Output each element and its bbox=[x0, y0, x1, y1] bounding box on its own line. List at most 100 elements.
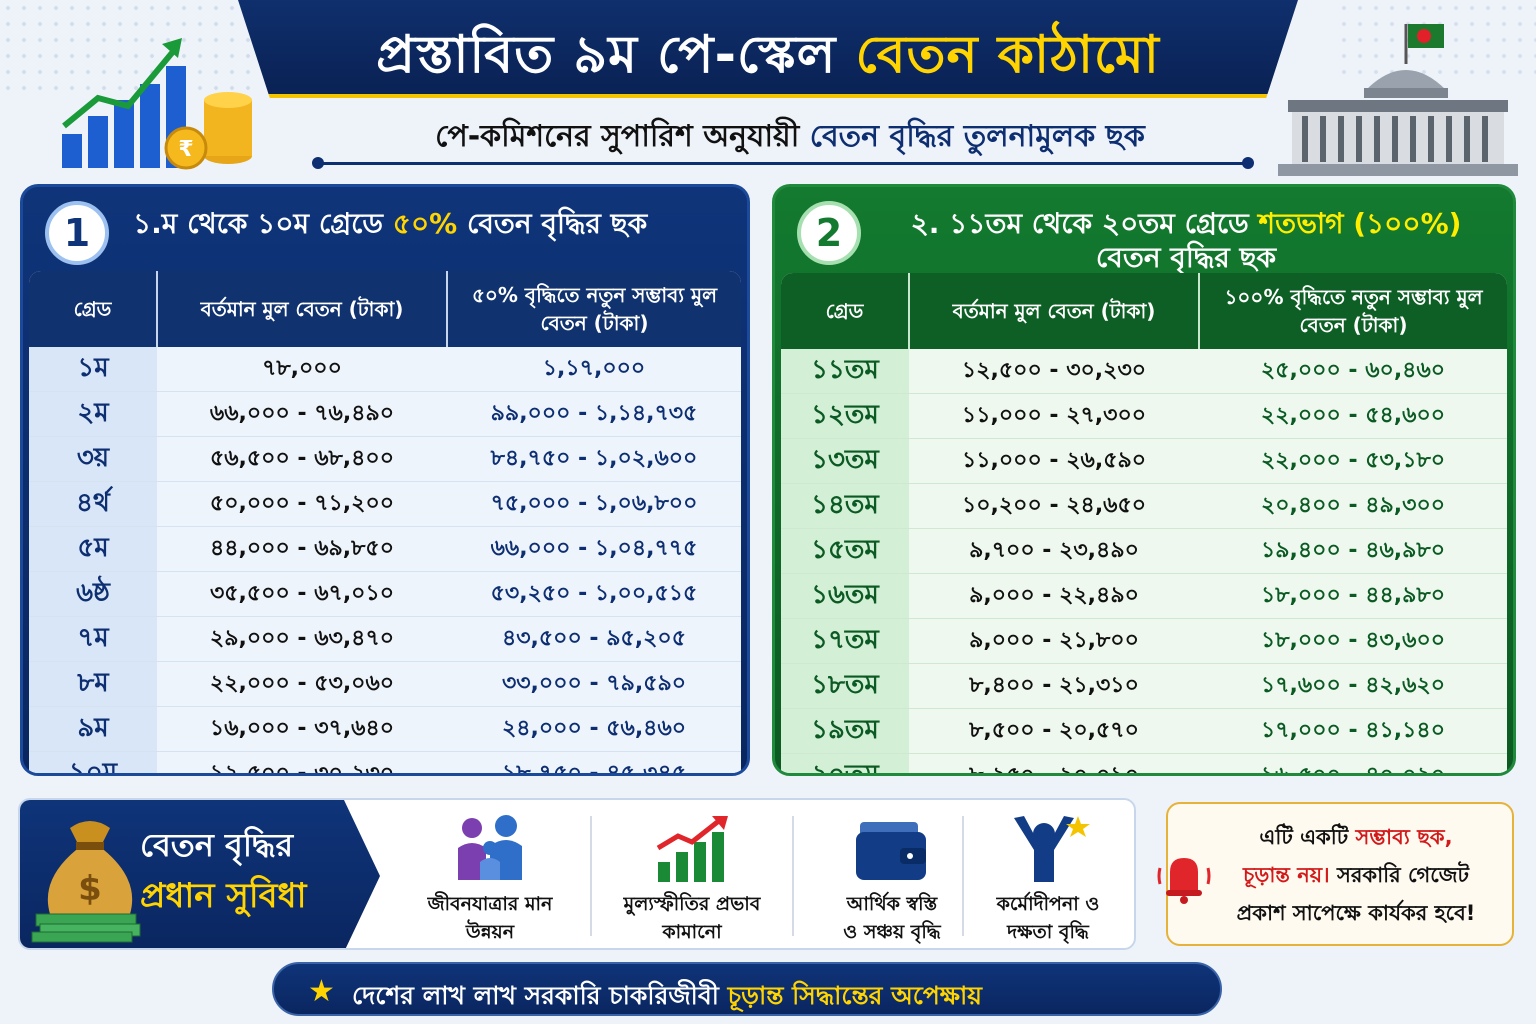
table-header-row: গ্রেড বর্তমান মুল বেতন (টাকা) ৫০% বৃদ্ধি… bbox=[29, 271, 741, 347]
footer-text-highlight: চূড়ান্ত সিদ্ধান্তের অপেক্ষায় bbox=[727, 981, 983, 1010]
new-salary-cell: ১,১৭,০০০ bbox=[447, 347, 741, 392]
current-salary-cell: ৯,০০০ - ২১,৮০০ bbox=[909, 618, 1199, 664]
benefit-label-line1: কর্মোদীপনা ও bbox=[996, 893, 1100, 915]
new-salary-cell: ২৫,০০০ - ৬০,৪৬০ bbox=[1199, 349, 1507, 394]
growth-chart-icon bbox=[656, 816, 728, 882]
panel2-title-highlight: শতভাগ (১০০%) bbox=[1258, 207, 1462, 240]
title-banner: প্রস্তাবিত ৯ম পে-স্কেল বেতন কাঠামো bbox=[238, 0, 1298, 98]
divider bbox=[792, 816, 794, 936]
table-row: ৯ম ১৬,০০০ - ৩৭,৬৪০ ২৪,০০০ - ৫৬,৪৬০ bbox=[29, 706, 741, 752]
table-row: ১৯তম ৮,৫০০ - ২০,৫৭০ ১৭,০০০ - ৪১,১৪০ bbox=[781, 708, 1507, 754]
note-line2-red: চূড়ান্ত নয়। bbox=[1243, 863, 1330, 887]
new-salary-cell: ১৮,০০০ - ৪৪,৯৮০ bbox=[1199, 573, 1507, 619]
panel-grade-11-20: 2 ২. ১১তম থেকে ২০তম গ্রেডে শতভাগ (১০০%) … bbox=[772, 184, 1516, 776]
table-row: ১৫তম ৯,৭০০ - ২৩,৪৯০ ১৯,৪০০ - ৪৬,৯৮০ bbox=[781, 528, 1507, 574]
new-salary-cell: ১৯,৪০০ - ৪৬,৯৮০ bbox=[1199, 528, 1507, 574]
footer-banner: ★ দেশের লাখ লাখ সরকারি চাকরিজীবী চূড়ান্… bbox=[272, 962, 1222, 1016]
note-line1-a: এটি একটি bbox=[1259, 825, 1349, 849]
panel1-table: গ্রেড বর্তমান মুল বেতন (টাকা) ৫০% বৃদ্ধি… bbox=[29, 271, 741, 773]
table-row: ১২তম ১১,০০০ - ২৭,৩০০ ২২,০০০ - ৫৪,৬০০ bbox=[781, 393, 1507, 439]
col-header-current: বর্তমান মুল বেতন (টাকা) bbox=[157, 271, 448, 347]
benefit-item: জীবনযাত্রার মান উন্নয়ন bbox=[392, 810, 588, 943]
grade-cell: ৯ম bbox=[29, 706, 157, 752]
benefit-label-line1: জীবনযাত্রার মান bbox=[427, 893, 553, 915]
panel1-header: 1 ১.ম থেকে ১০ম গ্রেডে ৫০% বেতন বৃদ্ধির ছ… bbox=[23, 187, 747, 271]
table-row: ১৮তম ৮,৪০০ - ২১,৩১০ ১৭,৬০০ - ৪২,৬২০ bbox=[781, 663, 1507, 709]
current-salary-cell: ১২,৫০০ - ৩০,২৩০ bbox=[157, 751, 447, 773]
subtitle-main: পে-কমিশনের সুপারিশ অনুযায়ী bbox=[435, 119, 800, 154]
subtitle: পে-কমিশনের সুপারিশ অনুযায়ী বেতন বৃদ্ধির… bbox=[320, 112, 1260, 163]
benefit-label-line2: কামানো bbox=[662, 921, 722, 943]
new-salary-cell: ২০,৪০০ - ৪৯,৩০০ bbox=[1199, 483, 1507, 529]
new-salary-cell: ১৭,৬০০ - ৪২,৬২০ bbox=[1199, 663, 1507, 709]
table-header-row: গ্রেড বর্তমান মুল বেতন (টাকা) ১০০% বৃদ্ধ… bbox=[781, 273, 1507, 349]
wallet-icon bbox=[856, 822, 926, 880]
grade-cell: ৮ম bbox=[29, 661, 157, 707]
new-salary-cell: ২২,০০০ - ৫৩,১৮০ bbox=[1199, 438, 1507, 484]
svg-text:₹: ₹ bbox=[178, 137, 193, 162]
panel1-title: ১.ম থেকে ১০ম গ্রেডে ৫০% বেতন বৃদ্ধির ছক bbox=[133, 207, 731, 241]
note-line1-red: সম্ভাব্য ছক, bbox=[1355, 825, 1453, 849]
grade-cell: ৪র্থ bbox=[29, 481, 157, 527]
panel-grade-1-10: 1 ১.ম থেকে ১০ম গ্রেডে ৫০% বেতন বৃদ্ধির ছ… bbox=[20, 184, 750, 776]
growth-bars-icon: ₹ bbox=[62, 38, 252, 170]
col-header-current: বর্তমান মুল বেতন (টাকা) bbox=[909, 273, 1200, 349]
benefit-label-line2: উন্নয়ন bbox=[465, 921, 515, 943]
current-salary-cell: ৪৪,০০০ - ৬৯,৮৫০ bbox=[157, 526, 447, 572]
current-salary-cell: ১১,০০০ - ২৬,৫৯০ bbox=[909, 438, 1199, 484]
grade-cell: ১৮তম bbox=[781, 663, 909, 709]
panel2-number-badge: 2 bbox=[797, 201, 861, 265]
col-header-grade: গ্রেড bbox=[781, 273, 910, 349]
current-salary-cell: ১০,২০০ - ২৪,৬৫০ bbox=[909, 483, 1199, 529]
footer-text: দেশের লাখ লাখ সরকারি চাকরিজীবী চূড়ান্ত … bbox=[352, 976, 1200, 1019]
current-salary-cell: ৭৮,০০০ bbox=[157, 347, 447, 392]
benefits-header: $ বেতন বৃদ্ধির প্রধান সুবিধা bbox=[20, 800, 380, 948]
benefit-label-line1: আর্থিক স্বস্তি bbox=[846, 893, 938, 915]
current-salary-cell: ১১,০০০ - ২৭,৩০০ bbox=[909, 393, 1199, 439]
new-salary-cell: ৭৫,০০০ - ১,০৬,৮০০ bbox=[447, 481, 741, 527]
table-row: ১ম ৭৮,০০০ ১,১৭,০০০ bbox=[29, 347, 741, 392]
footer-text-a: দেশের লাখ লাখ সরকারি চাকরিজীবী bbox=[352, 981, 719, 1010]
svg-text:$: $ bbox=[78, 869, 102, 909]
benefit-item: মুল্যস্ফীতির প্রভাব কামানো bbox=[594, 810, 790, 943]
table-row: ১৬তম ৯,০০০ - ২২,৪৯০ ১৮,০০০ - ৪৪,৯৮০ bbox=[781, 573, 1507, 619]
col-header-new: ১০০% বৃদ্ধিতে নতুন সম্ভাব্য মুল বেতন (টা… bbox=[1199, 273, 1507, 349]
benefit-item: আর্থিক স্বস্তি ও সঞ্চয় বৃদ্ধি bbox=[794, 810, 990, 943]
benefit-label-line2: দক্ষতা বৃদ্ধি bbox=[1007, 921, 1089, 943]
title-main: প্রস্তাবিত ৯ম পে-স্কেল bbox=[376, 25, 837, 85]
new-salary-cell: ২৪,০০০ - ৫৬,৪৬০ bbox=[447, 706, 741, 752]
new-salary-cell: ১৬,৫০০ - ৪০,০২০ bbox=[1199, 753, 1507, 773]
current-salary-cell: ৯,৭০০ - ২৩,৪৯০ bbox=[909, 528, 1199, 574]
panel1-title-highlight: ৫০% bbox=[392, 207, 458, 240]
panel1-title-b: বেতন বৃদ্ধির ছক bbox=[466, 207, 648, 240]
grade-cell: ২ম bbox=[29, 391, 157, 437]
new-salary-cell: ৫৩,২৫০ - ১,০০,৫১৫ bbox=[447, 571, 741, 617]
title-highlight: বেতন কাঠামো bbox=[855, 25, 1160, 85]
disclaimer-note: এটি একটি সম্ভাব্য ছক, চূড়ান্ত নয়। সরকা… bbox=[1157, 802, 1514, 946]
new-salary-cell: ৮৪,৭৫০ - ১,০২,৬০০ bbox=[447, 436, 741, 482]
panel1-number-badge: 1 bbox=[45, 201, 109, 265]
grade-cell: ১২তম bbox=[781, 393, 909, 439]
note-line2-b: সরকারি গেজেট bbox=[1336, 863, 1469, 887]
new-salary-cell: ৯৯,০০০ - ১,১৪,৭৩৫ bbox=[447, 391, 741, 437]
panel1-title-a: ১.ম থেকে ১০ম গ্রেডে bbox=[133, 207, 384, 240]
grade-cell: ১৯তম bbox=[781, 708, 909, 754]
panel2-table: গ্রেড বর্তমান মুল বেতন (টাকা) ১০০% বৃদ্ধ… bbox=[781, 273, 1507, 773]
background-dots bbox=[0, 0, 260, 90]
grade-cell: ১৫তম bbox=[781, 528, 909, 574]
new-salary-cell: ৩৩,০০০ - ৭৯,৫৯০ bbox=[447, 661, 741, 707]
current-salary-cell: ৫৬,৫০০ - ৬৮,৪০০ bbox=[157, 436, 447, 482]
table-row: ২০তম ৮,২৫০ - ২০,০১০ ১৬,৫০০ - ৪০,০২০ bbox=[781, 753, 1507, 773]
achiever-icon bbox=[1014, 816, 1090, 882]
benefit-label-line2: ও সঞ্চয় বৃদ্ধি bbox=[843, 921, 941, 943]
grade-cell: ১০ম bbox=[29, 751, 157, 773]
current-salary-cell: ৯,০০০ - ২২,৪৯০ bbox=[909, 573, 1199, 619]
panel2-title-b: বেতন বৃদ্ধির ছক bbox=[1095, 241, 1277, 274]
disclaimer-text: এটি একটি সম্ভাব্য ছক, চূড়ান্ত নয়। সরকা… bbox=[1208, 818, 1504, 932]
grade-cell: ১৩তম bbox=[781, 438, 909, 484]
new-salary-cell: ৪৩,৫০০ - ৯৫,২০৫ bbox=[447, 616, 741, 662]
grade-cell: ৭ম bbox=[29, 616, 157, 662]
note-line3: প্রকাশ সাপেক্ষে কার্যকর হবে! bbox=[1236, 901, 1476, 925]
col-header-grade: গ্রেড bbox=[29, 271, 158, 347]
new-salary-cell: ২২,০০০ - ৫৪,৬০০ bbox=[1199, 393, 1507, 439]
